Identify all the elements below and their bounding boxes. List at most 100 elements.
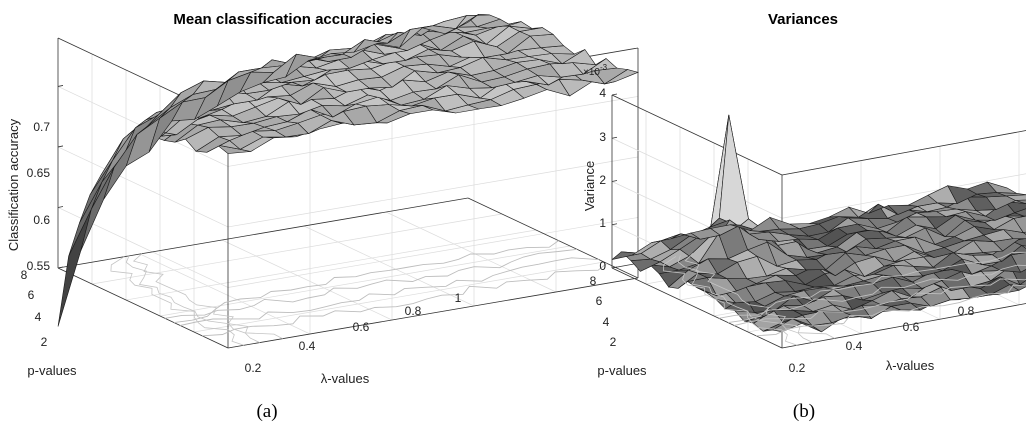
panel-a-x-tick-0.2: 0.2	[245, 361, 262, 375]
panel-a-ygrid-floor-4	[193, 261, 605, 333]
panel-b-surface	[611, 114, 1026, 333]
panel-b-box-edge-5	[781, 130, 1026, 176]
panel-a-x-tick-0.4: 0.4	[299, 339, 316, 353]
panel-b-variance-surface: Variances ×10-3 0 1 2 3 4 Variance 2 4 6…	[582, 11, 1026, 422]
panel-b-z-tick-2: 2	[599, 173, 606, 187]
panel-b-x-tick-0.8: 0.8	[958, 304, 975, 318]
panel-a-ygrid-floor-3	[159, 245, 571, 317]
panel-a-box-edge-7	[57, 197, 469, 269]
panel-a-ztick-mark-1	[57, 206, 64, 208]
panel-b-ztick-mark-1	[611, 223, 618, 226]
panel-b-floor-contour-y-2	[684, 253, 835, 339]
panel-b-y-tick-2: 2	[610, 335, 617, 349]
panel-b-z-tick-1: 1	[599, 216, 606, 230]
panel-a-box-edge-3	[227, 277, 639, 349]
panel-b-surface-patch	[1015, 199, 1026, 204]
panel-b-y-tick-8: 8	[590, 274, 597, 288]
panel-b-surface-patch	[986, 181, 1017, 194]
panel-a-x-tick-1: 1	[455, 291, 462, 305]
panel-a-ztick-mark-3	[57, 85, 64, 87]
panel-b-x-tick-0.6: 0.6	[903, 320, 920, 334]
panel-a-accuracy-surface: Mean classification accuracies 0.55 0.6 …	[6, 11, 639, 422]
panel-a-surface-patch	[57, 208, 92, 327]
panel-b-floor-contour-y-0	[663, 256, 798, 346]
panel-a-xgrid-floor-3	[303, 225, 475, 307]
panel-b-box-edge-3	[781, 303, 1026, 349]
panel-a-floor-contour-3	[202, 263, 608, 337]
panel-b-x-label: λ-values	[886, 358, 935, 373]
panel-a-title: Mean classification accuracies	[173, 11, 392, 28]
panel-a-ygrid-floor-1	[91, 213, 503, 285]
panel-a-floor-contour-1	[164, 248, 578, 319]
panel-a-ztick-mark-0	[57, 266, 64, 269]
panel-b-z-tick-4: 4	[599, 86, 606, 100]
panel-b-ztick-mark-0	[611, 266, 618, 269]
panel-a-x-label: λ-values	[321, 371, 370, 386]
panel-b-title: Variances	[768, 11, 838, 28]
panel-a-z-tick-1: 0.6	[33, 213, 50, 227]
panel-b-z-label: Variance	[582, 161, 597, 211]
panel-a-y-tick-8: 8	[21, 268, 28, 282]
panel-a-xgrid-floor-1	[139, 253, 311, 335]
panel-b-z-exponent: ×10-3	[583, 63, 608, 78]
panel-a-floor-contour-y-0	[110, 256, 245, 346]
panel-a-ztick-mark-2	[57, 145, 64, 148]
panel-b-x-ticks: 0.2 0.4 0.6 0.8	[789, 304, 975, 375]
panel-a-box-edge-1	[57, 267, 229, 349]
panel-a-z-tick-3: 0.7	[33, 120, 50, 134]
panel-a-x-ticks: 0.2 0.4 0.6 0.8 1	[245, 291, 462, 375]
panel-a-zgrid-back-1	[227, 217, 639, 288]
panel-b-x-tick-0.4: 0.4	[846, 339, 863, 353]
panel-a-floor-contour-y-2	[132, 253, 283, 340]
panel-a-caption: (a)	[256, 401, 277, 422]
panel-b-ztick-mark-2	[611, 180, 618, 182]
panel-b-caption: (b)	[793, 401, 815, 422]
panel-a-zgrid-left-2	[57, 146, 229, 228]
panel-b-y-tick-6: 6	[596, 294, 603, 308]
panel-b-zgrid-back-3	[781, 173, 1026, 219]
panel-b-ztick-mark-3	[611, 136, 618, 139]
panel-b-z-ticks: 0 1 2 3 4	[599, 86, 606, 273]
panel-b-box-edge-6	[611, 94, 783, 176]
panel-a-floor-contour-2	[180, 257, 599, 326]
panel-b-z-tick-0: 0	[599, 259, 606, 273]
panel-a-z-label: Classification accuracy	[6, 118, 21, 251]
panel-b-ztick-mark-4	[611, 93, 618, 96]
panel-a-floor-contours	[110, 240, 608, 346]
panel-b-y-tick-4: 4	[603, 315, 610, 329]
panel-a-y-tick-2: 2	[41, 335, 48, 349]
panel-a-xgrid-floor-2	[221, 239, 393, 321]
panel-a-x-tick-0.6: 0.6	[353, 320, 370, 334]
panel-a-surface-patch	[68, 181, 103, 257]
panel-a-y-label: p-values	[27, 363, 77, 378]
panel-a-floor-contour-0	[173, 240, 559, 324]
panel-a-zgrid-back-3	[227, 96, 639, 167]
panel-b-y-ticks: 2 4 6 8	[590, 274, 617, 349]
panel-a-box-edge-8	[467, 197, 639, 279]
panel-a-y-tick-4: 4	[35, 310, 42, 324]
panel-b-floor-contour-1	[718, 264, 1026, 319]
panel-a-surface-patch	[445, 14, 479, 35]
panel-a-xgrid-floor-4	[385, 211, 557, 293]
panel-a-zgrid-back-2	[227, 156, 639, 228]
panel-b-floor-contour-2	[734, 278, 1026, 326]
panel-b-surface-patch	[1013, 208, 1026, 217]
panel-b-zgrid-back-4	[781, 130, 1026, 176]
panel-b-z-tick-3: 3	[599, 130, 606, 144]
panel-a-y-tick-6: 6	[28, 288, 35, 302]
panel-a-z-tick-0: 0.55	[27, 259, 51, 273]
panel-a-z-ticks: 0.55 0.6 0.65 0.7	[27, 120, 51, 273]
panel-a-x-tick-0.8: 0.8	[405, 304, 422, 318]
panel-b-y-label: p-values	[597, 363, 647, 378]
panel-b-floor-contour-y-1	[677, 255, 813, 343]
panel-a-y-ticks: 2 4 6 8	[21, 268, 48, 349]
panel-a-floor-contour-y-1	[125, 255, 260, 343]
panel-b-floor-contour-0	[727, 251, 1026, 324]
panel-b-x-tick-0.2: 0.2	[789, 361, 806, 375]
panel-a-z-tick-2: 0.65	[27, 166, 51, 180]
panel-b-floor-contour-3	[756, 284, 1026, 337]
panel-b-floor-contours	[663, 251, 1026, 346]
panel-b-surface-patch	[718, 114, 749, 227]
panel-b-zgrid-left-3	[611, 137, 783, 219]
